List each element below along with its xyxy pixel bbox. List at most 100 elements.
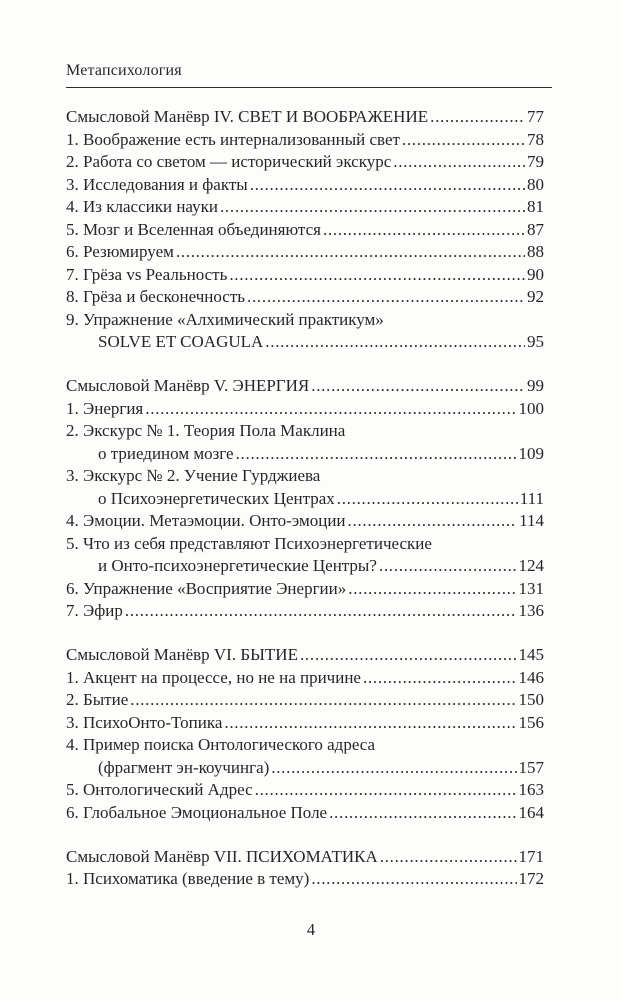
toc-entry[interactable]: 5. Онтологический Адрес ................… <box>66 779 552 802</box>
toc-entry-page: 146 <box>518 667 545 687</box>
toc-entry-title: 7. Эфир <box>66 601 123 620</box>
toc-entry-title: 6. Глобальное Эмоциональное Поле <box>66 802 328 822</box>
toc-entry[interactable]: о триедином мозге ......................… <box>66 443 552 466</box>
toc-section: Смысловой Манёвр VII. ПСИХОМАТИКА ......… <box>66 846 552 891</box>
dot-leader: ........................................… <box>379 846 517 866</box>
toc-entry-page: 163 <box>518 780 545 799</box>
toc-entry[interactable]: о Психоэнергетических Центрах ..........… <box>66 488 552 511</box>
toc-entry[interactable]: 3. Исследования и факты ................… <box>66 174 552 197</box>
toc-entry-page: 136 <box>518 601 545 620</box>
toc-section-header[interactable]: Смысловой Манёвр VII. ПСИХОМАТИКА ......… <box>66 846 552 869</box>
toc-entry-page: 78 <box>527 129 544 149</box>
toc-entry[interactable]: 1. Воображение есть интернализованный св… <box>66 129 552 152</box>
toc-entry-page: 87 <box>527 219 544 239</box>
toc-entry-page: 124 <box>518 556 545 575</box>
toc-entry-title: Смысловой Манёвр V. ЭНЕРГИЯ <box>66 376 310 395</box>
toc-entry[interactable]: 3. ПсихоОнто-Топика ....................… <box>66 712 552 735</box>
toc-entry[interactable]: 7. Эфир ................................… <box>66 600 552 623</box>
toc-entry-page: 88 <box>527 242 544 261</box>
toc-entry-page: 171 <box>518 846 545 866</box>
toc-entry-title: о триедином мозге <box>98 443 234 463</box>
table-of-contents: Смысловой Манёвр IV. СВЕТ И ВООБРАЖЕНИЕ … <box>66 106 552 891</box>
toc-entry-title: Смысловой Манёвр VI. БЫТИЕ <box>66 645 298 664</box>
toc-entry[interactable]: и Онто-психоэнергетические Центры? .....… <box>66 555 552 578</box>
toc-entry[interactable]: SOLVE ET COAGULA .......................… <box>66 331 552 354</box>
toc-entry-title: 4. Эмоции. Метаэмоции. Онто-эмоции <box>66 511 346 530</box>
toc-entry-title: 1. Психоматика (введение в тему) <box>66 869 310 888</box>
toc-entry-title: Смысловой Манёвр IV. СВЕТ И ВООБРАЖЕНИЕ <box>66 107 429 126</box>
dot-leader: ........................................… <box>322 219 525 239</box>
toc-entry-page: 172 <box>518 869 545 888</box>
dot-leader: ........................................… <box>229 264 525 284</box>
toc-entry-page: 109 <box>518 443 545 463</box>
dot-leader: ........................................… <box>299 645 517 664</box>
toc-entry[interactable]: 1. Энергия .............................… <box>66 398 552 421</box>
toc-section-header[interactable]: Смысловой Манёвр V. ЭНЕРГИЯ ............… <box>66 375 552 398</box>
toc-entry-title: и Онто-психоэнергетические Центры? <box>98 556 377 575</box>
toc-entry-title: (фрагмент эн-коучинга) <box>98 757 270 777</box>
toc-entry[interactable]: 2. Экскурс № 1. Теория Пола Маклина <box>66 420 552 443</box>
toc-entry[interactable]: 6. Резюмируем ..........................… <box>66 241 552 264</box>
dot-leader: ........................................… <box>249 174 525 194</box>
toc-entry[interactable]: 2. Работа со светом — исторический экску… <box>66 151 552 174</box>
toc-entry-title: 3. Исследования и факты <box>66 174 248 194</box>
toc-section-header[interactable]: Смысловой Манёвр VI. БЫТИЕ .............… <box>66 644 552 667</box>
page-footer: 4 <box>0 920 622 940</box>
toc-entry-page: 111 <box>519 488 544 508</box>
toc-entry-title: 9. Упражнение «Алхимический практикум» <box>66 309 384 329</box>
toc-entry[interactable]: 5. Мозг и Вселенная объединяются .......… <box>66 219 552 242</box>
page-number: 4 <box>306 920 316 939</box>
toc-entry-page: 90 <box>527 264 544 284</box>
toc-entry-title: 8. Грёза и бесконечность <box>66 287 246 306</box>
toc-entry-title: 2. Работа со светом — исторический экску… <box>66 152 392 171</box>
toc-entry-page: 157 <box>518 757 545 777</box>
toc-entry-title: 1. Акцент на процессе, но не на причине <box>66 667 361 687</box>
dot-leader: ........................................… <box>393 152 525 171</box>
toc-entry-title: 5. Что из себя представляют Психоэнергет… <box>66 533 432 553</box>
toc-entry-title: 5. Мозг и Вселенная объединяются <box>66 219 321 239</box>
dot-leader: ........................................… <box>311 376 525 395</box>
toc-entry[interactable]: 5. Что из себя представляют Психоэнергет… <box>66 533 552 556</box>
toc-entry-title: 7. Грёза vs Реальность <box>66 264 228 284</box>
header-rule <box>66 87 552 88</box>
toc-entry-page: 80 <box>527 174 544 194</box>
toc-entry-title: 2. Бытие <box>66 690 129 709</box>
toc-entry-title: 4. Из классики науки <box>66 197 218 216</box>
toc-entry-title: 3. ПсихоОнто-Топика <box>66 712 223 732</box>
toc-entry-page: 131 <box>518 578 545 598</box>
dot-leader: ........................................… <box>247 287 525 306</box>
toc-entry[interactable]: 3. Экскурс № 2. Учение Гурджиева <box>66 465 552 488</box>
toc-entry[interactable]: 8. Грёза и бесконечность ...............… <box>66 286 552 309</box>
running-header-title: Метапсихология <box>66 62 182 79</box>
toc-entry-page: 81 <box>527 197 544 216</box>
toc-entry[interactable]: 1. Психоматика (введение в тему) .......… <box>66 868 552 891</box>
dot-leader: ........................................… <box>347 511 518 530</box>
dot-leader: ........................................… <box>430 107 525 126</box>
dot-leader: ........................................… <box>311 869 517 888</box>
dot-leader: ........................................… <box>378 556 517 575</box>
toc-entry[interactable]: (фрагмент эн-коучинга) .................… <box>66 757 552 780</box>
toc-entry-page: 114 <box>519 511 544 530</box>
toc-entry-page: 99 <box>527 376 544 395</box>
dot-leader: ........................................… <box>124 601 517 620</box>
toc-entry[interactable]: 9. Упражнение «Алхимический практикум» <box>66 309 552 332</box>
toc-entry[interactable]: 2. Бытие ...............................… <box>66 689 552 712</box>
toc-entry[interactable]: 4. Эмоции. Метаэмоции. Онто-эмоции .....… <box>66 510 552 533</box>
toc-entry-title: 3. Экскурс № 2. Учение Гурджиева <box>66 466 321 485</box>
toc-entry-page: 100 <box>518 398 545 418</box>
toc-entry[interactable]: 4. Пример поиска Онтологического адреса <box>66 734 552 757</box>
toc-section-header[interactable]: Смысловой Манёвр IV. СВЕТ И ВООБРАЖЕНИЕ … <box>66 106 552 129</box>
toc-entry-page: 164 <box>518 802 545 822</box>
toc-entry[interactable]: 4. Из классики науки ...................… <box>66 196 552 219</box>
toc-entry[interactable]: 1. Акцент на процессе, но не на причине … <box>66 667 552 690</box>
toc-section: Смысловой Манёвр V. ЭНЕРГИЯ ............… <box>66 375 552 623</box>
dot-leader: ........................................… <box>265 332 525 351</box>
toc-entry[interactable]: 6. Упражнение «Восприятие Энергии» .....… <box>66 578 552 601</box>
toc-entry[interactable]: 6. Глобальное Эмоциональное Поле .......… <box>66 802 552 825</box>
dot-leader: ........................................… <box>336 488 518 508</box>
toc-entry-page: 79 <box>527 152 544 171</box>
toc-entry-title: о Психоэнергетических Центрах <box>98 488 335 508</box>
toc-entry-title: Смысловой Манёвр VII. ПСИХОМАТИКА <box>66 846 378 866</box>
toc-entry[interactable]: 7. Грёза vs Реальность .................… <box>66 264 552 287</box>
